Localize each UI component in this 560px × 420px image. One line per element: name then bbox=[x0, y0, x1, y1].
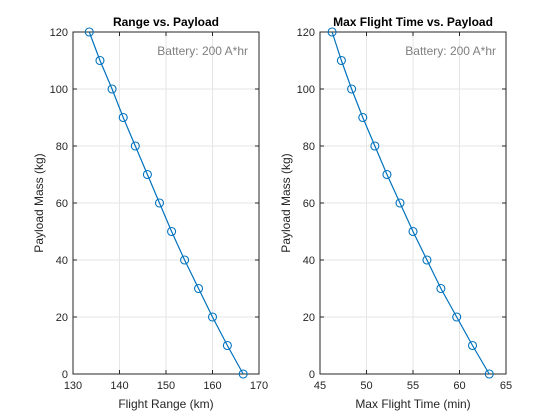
data-point bbox=[347, 84, 357, 94]
x-tick-label: 130 bbox=[64, 380, 82, 392]
chart-title: Range vs. Payload bbox=[113, 15, 219, 29]
chart-flight-time-vs-payload: Max Flight Time vs. Payload Max Flight T… bbox=[279, 15, 512, 411]
data-point bbox=[194, 283, 204, 294]
data-point bbox=[238, 369, 248, 379]
y-tick-label: 100 bbox=[297, 84, 315, 96]
data-point bbox=[154, 198, 165, 208]
series-line bbox=[331, 31, 490, 375]
data-point bbox=[408, 226, 418, 237]
data-point bbox=[395, 198, 405, 208]
data-point bbox=[484, 369, 494, 379]
x-tick-label: 50 bbox=[360, 380, 372, 392]
y-tick-label: 20 bbox=[56, 312, 68, 324]
data-point bbox=[327, 27, 337, 37]
data-point bbox=[118, 112, 128, 123]
data-point bbox=[452, 312, 462, 322]
battery-annotation: Battery: 200 A*hr bbox=[405, 44, 496, 58]
battery-annotation: Battery: 200 A*hr bbox=[157, 44, 248, 58]
data-point bbox=[222, 340, 232, 351]
y-tick-label: 60 bbox=[56, 198, 68, 210]
x-tick-label: 160 bbox=[203, 380, 221, 392]
y-tick-label: 0 bbox=[62, 369, 68, 381]
x-tick-label: 65 bbox=[500, 380, 512, 392]
chart-title: Max Flight Time vs. Payload bbox=[333, 15, 493, 29]
y-tick-label: 0 bbox=[309, 369, 315, 381]
data-point bbox=[382, 169, 392, 180]
data-point bbox=[180, 255, 190, 265]
y-tick-label: 120 bbox=[50, 27, 68, 39]
y-tick-label: 80 bbox=[56, 141, 68, 153]
y-tick-label: 40 bbox=[303, 255, 315, 267]
data-point bbox=[336, 55, 346, 66]
data-point bbox=[95, 55, 105, 66]
data-point bbox=[207, 312, 218, 322]
x-tick-label: 140 bbox=[110, 380, 128, 392]
y-axis-label: Payload Mass (kg) bbox=[279, 153, 293, 252]
x-tick-label: 150 bbox=[157, 380, 175, 392]
data-point bbox=[422, 255, 432, 265]
data-point bbox=[142, 169, 152, 180]
series-line bbox=[88, 31, 244, 375]
data-point bbox=[358, 112, 368, 123]
y-tick-label: 80 bbox=[303, 141, 315, 153]
x-tick-label: 55 bbox=[407, 380, 419, 392]
y-axis-label: Payload Mass (kg) bbox=[32, 153, 46, 252]
y-tick-label: 20 bbox=[303, 312, 315, 324]
x-tick-label: 170 bbox=[250, 380, 268, 392]
x-axis-label: Flight Range (km) bbox=[118, 397, 213, 411]
data-point bbox=[107, 84, 117, 94]
y-tick-label: 60 bbox=[303, 198, 315, 210]
data-point bbox=[130, 141, 140, 151]
x-axis-label: Max Flight Time (min) bbox=[355, 397, 470, 411]
y-tick-label: 100 bbox=[50, 84, 68, 96]
data-point bbox=[84, 27, 94, 37]
y-tick-label: 120 bbox=[297, 27, 315, 39]
data-point bbox=[467, 340, 478, 351]
x-tick-label: 60 bbox=[453, 380, 465, 392]
data-point bbox=[370, 141, 380, 151]
y-tick-label: 40 bbox=[56, 255, 68, 267]
chart-range-vs-payload: Range vs. Payload Flight Range (km) Payl… bbox=[32, 15, 268, 411]
x-tick-label: 45 bbox=[314, 380, 326, 392]
data-point bbox=[167, 226, 177, 237]
data-point bbox=[436, 283, 446, 294]
